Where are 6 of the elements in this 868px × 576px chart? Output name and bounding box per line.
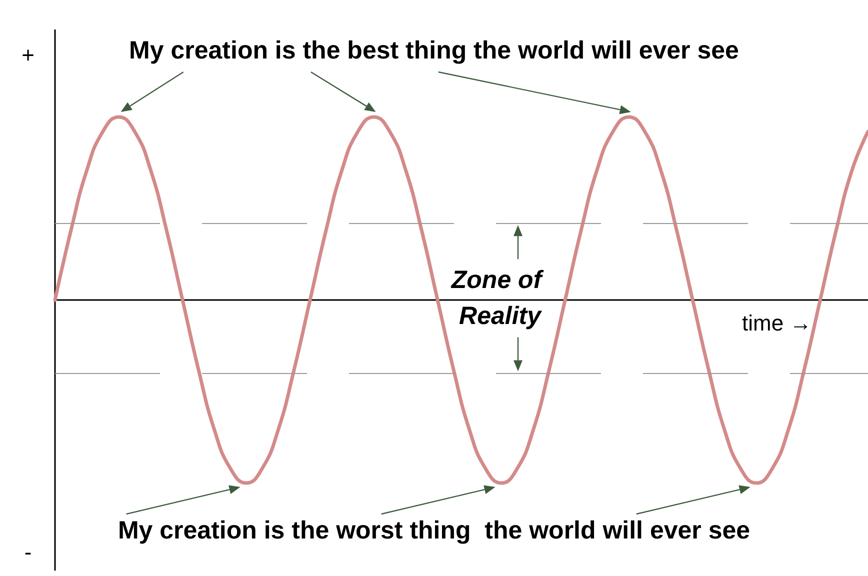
text: My creation is the worst thing the world will ever see <box>118 516 750 544</box>
x-axis-title: time → <box>742 310 812 336</box>
text: My creation is the best thing the world will ever see <box>129 36 740 64</box>
annotation: Zone of Reality <box>450 266 549 330</box>
text: - <box>24 540 32 564</box>
text: + <box>22 42 34 68</box>
